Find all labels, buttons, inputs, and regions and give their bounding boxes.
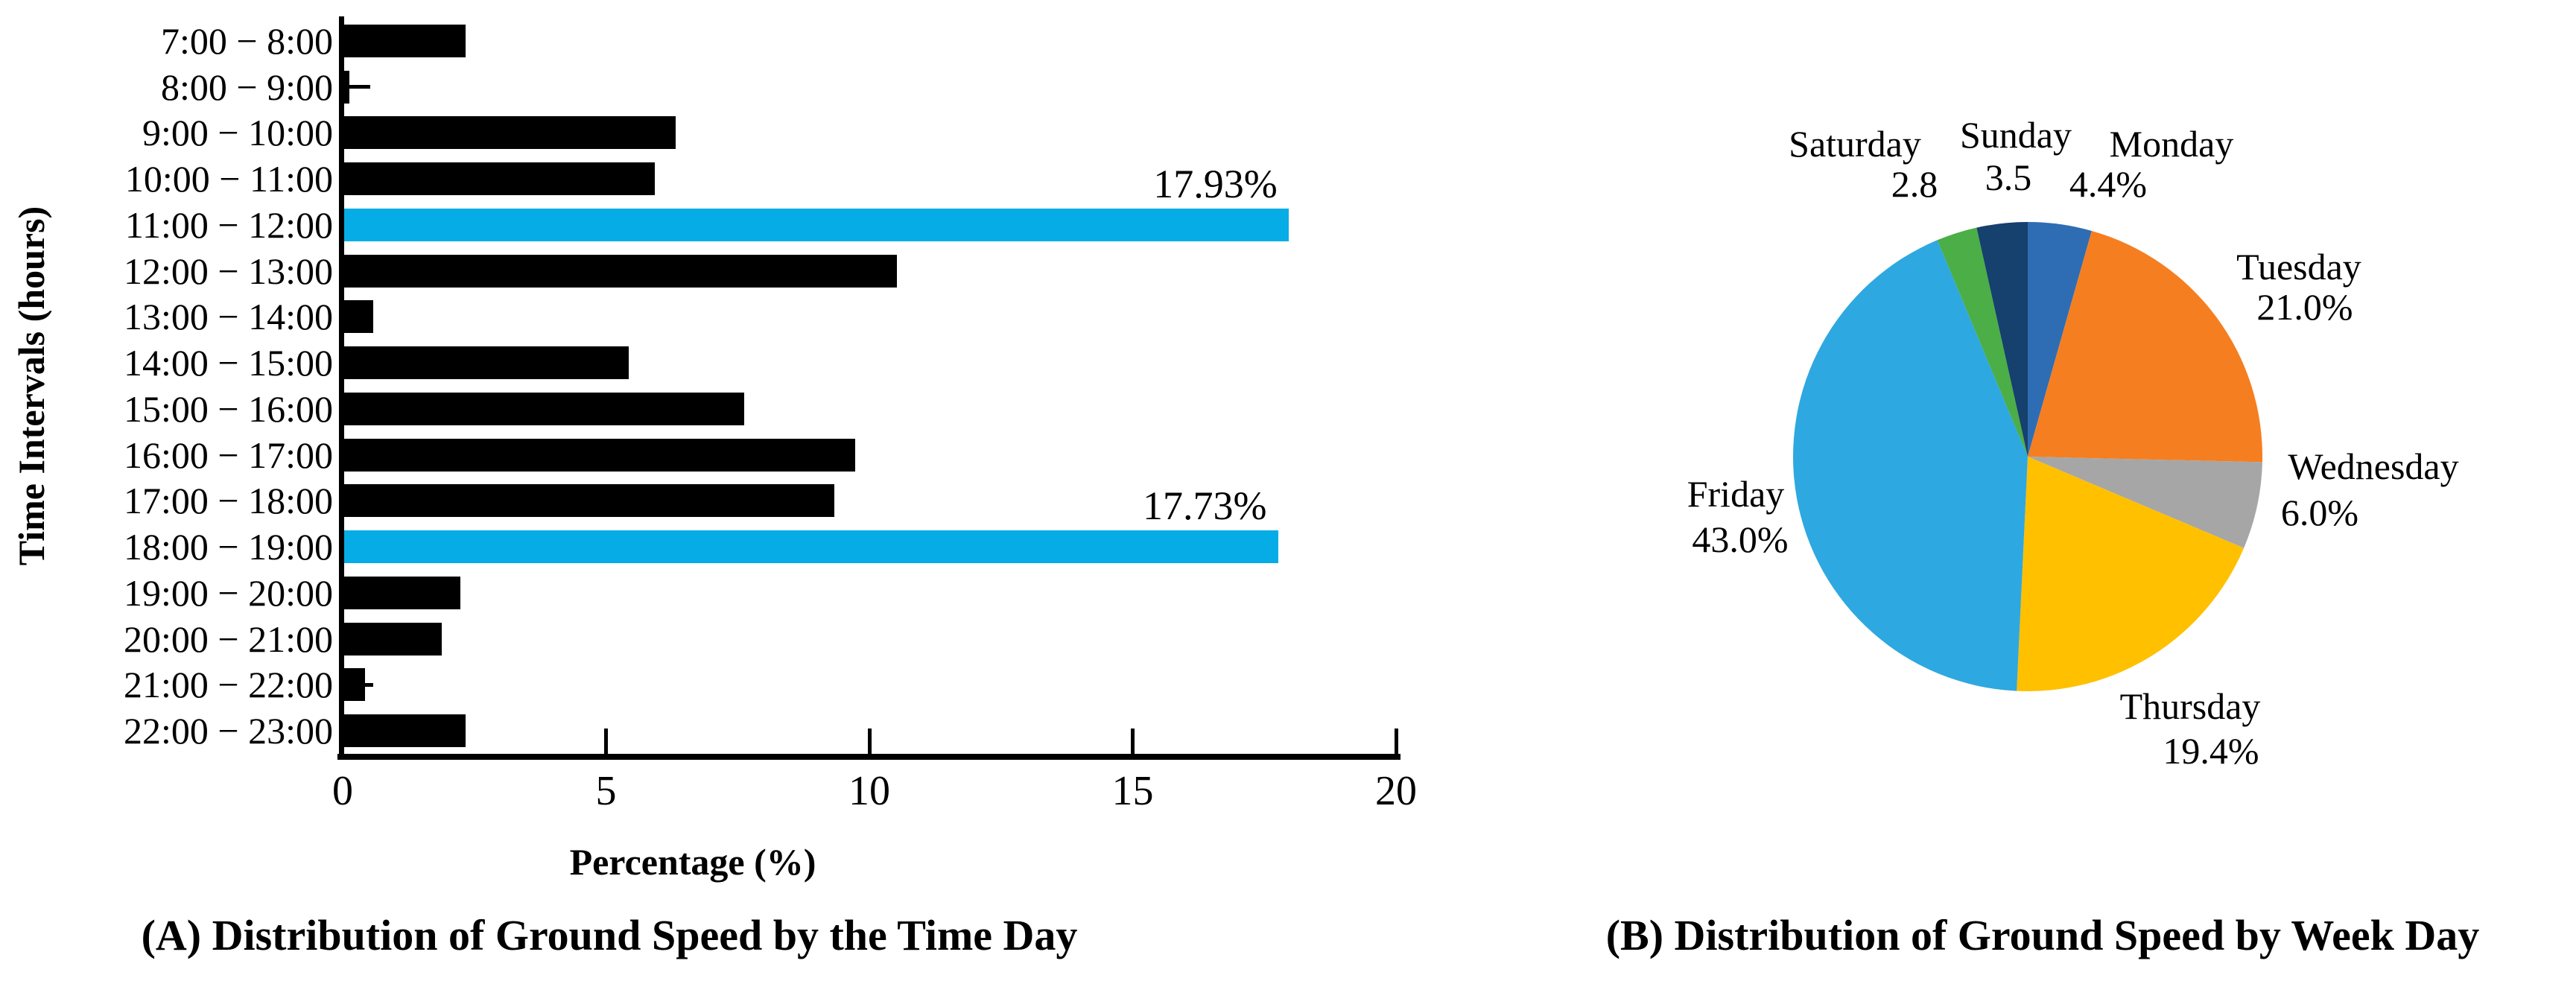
bar xyxy=(344,668,366,702)
pie-value-thursday: 19.4% xyxy=(2163,730,2259,772)
pie-label-wednesday: Wednesday xyxy=(2288,445,2459,487)
x-axis-tick-label: 5 xyxy=(595,768,617,814)
bar-row-label: 22:00 − 23:00 xyxy=(124,710,333,752)
bar-row-label: 16:00 − 17:00 xyxy=(124,434,333,476)
bar-chart-x-axis-line xyxy=(337,754,1400,760)
pie-value-tuesday: 21.0% xyxy=(2256,286,2353,328)
bar-value-label: 17.73% xyxy=(1143,483,1267,529)
bar-chart-y-axis-line xyxy=(339,16,344,760)
bar xyxy=(344,70,350,104)
pie-label-monday: Monday xyxy=(2109,123,2234,165)
bar-highlighted xyxy=(344,208,1289,241)
bar xyxy=(344,714,466,748)
pie-value-wednesday: 6.0% xyxy=(2280,492,2359,533)
x-axis-tick-label: 20 xyxy=(1375,768,1417,814)
pie-value-saturday: 2.8 xyxy=(1891,163,1938,205)
pie-label-friday: Friday xyxy=(1687,473,1785,515)
x-axis-tick xyxy=(604,729,608,754)
pie-label-thursday: Thursday xyxy=(2119,685,2261,727)
bar-error-whisker xyxy=(349,85,371,89)
bar-value-label: 17.93% xyxy=(1153,161,1278,206)
bar-row-label: 7:00 − 8:00 xyxy=(161,19,333,62)
pie-slice-saturday xyxy=(1937,227,2028,457)
pie-slice-thursday xyxy=(2017,457,2245,691)
bar-chart-x-axis-title: Percentage (%) xyxy=(569,841,816,883)
bar-row-label: 8:00 − 9:00 xyxy=(161,66,333,108)
bar xyxy=(344,300,373,334)
bar-row-label: 10:00 − 11:00 xyxy=(124,158,333,200)
bar xyxy=(344,254,898,288)
pie-label-sunday: Sunday xyxy=(1960,114,2072,156)
x-axis-tick xyxy=(867,729,872,754)
bar-highlighted xyxy=(344,530,1278,564)
x-axis-tick-label: 10 xyxy=(848,768,890,814)
bar xyxy=(344,622,442,656)
pie-slice-monday xyxy=(2028,222,2092,457)
bar xyxy=(344,162,656,196)
bar-row-label: 20:00 − 21:00 xyxy=(124,618,333,660)
bar-row-label: 12:00 − 13:00 xyxy=(124,250,333,292)
panel-b-caption: (B) Distribution of Ground Speed by Week… xyxy=(1605,911,2480,959)
bar-row-label: 18:00 − 19:00 xyxy=(124,526,333,568)
pie-slice-tuesday xyxy=(2028,230,2262,463)
bar xyxy=(344,576,460,609)
bar-row-label: 14:00 − 15:00 xyxy=(124,342,333,384)
bar xyxy=(344,484,834,518)
bar xyxy=(344,438,855,472)
x-axis-tick-label: 15 xyxy=(1111,768,1154,814)
x-axis-tick-label: 0 xyxy=(332,768,353,814)
bar xyxy=(344,392,745,425)
bar xyxy=(344,346,629,380)
x-axis-tick xyxy=(1394,729,1398,754)
pie-label-tuesday: Tuesday xyxy=(2236,246,2361,288)
x-axis-tick xyxy=(1131,729,1135,754)
pie-value-monday: 4.4% xyxy=(2069,163,2148,205)
bar-row-label: 21:00 − 22:00 xyxy=(124,664,333,706)
pie-label-saturday: Saturday xyxy=(1789,123,1921,165)
panel-a-caption: (A) Distribution of Ground Speed by the … xyxy=(141,911,1078,959)
bar-error-whisker xyxy=(365,682,373,687)
bar-row-label: 17:00 − 18:00 xyxy=(124,480,333,522)
bar xyxy=(344,24,466,57)
bar-row-label: 11:00 − 12:00 xyxy=(124,203,333,246)
pie-slice-friday xyxy=(1793,240,2028,691)
pie-slice-wednesday xyxy=(2028,457,2262,548)
pie-value-friday: 43.0% xyxy=(1692,518,1789,560)
bar-row-label: 19:00 − 20:00 xyxy=(124,571,333,614)
bar-row-label: 9:00 − 10:00 xyxy=(142,112,333,154)
bar-row-label: 15:00 − 16:00 xyxy=(124,387,333,430)
pie-slice-sunday xyxy=(1976,222,2028,457)
bar xyxy=(344,116,676,150)
pie-value-sunday: 3.5 xyxy=(1985,156,2032,198)
bar-row-label: 13:00 − 14:00 xyxy=(124,296,333,338)
